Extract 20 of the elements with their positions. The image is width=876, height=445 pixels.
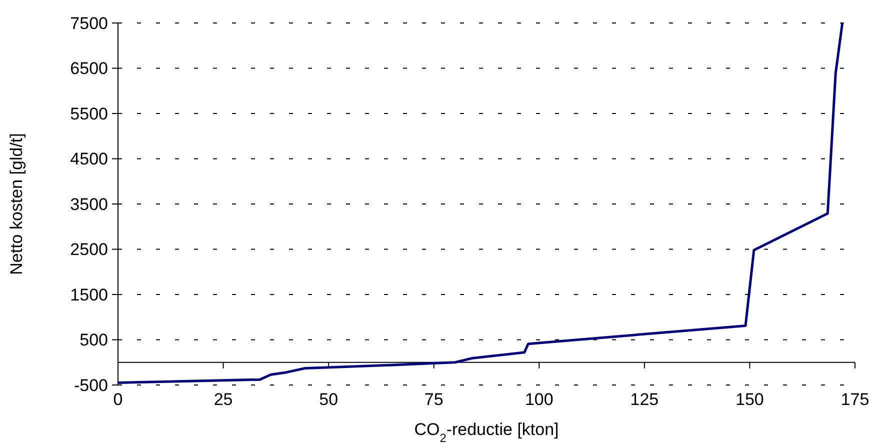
- y-tick-label: 500: [80, 330, 108, 350]
- y-tick-label: 7500: [70, 14, 108, 33]
- y-tick-label: 5500: [70, 104, 108, 124]
- x-tick-label: 150: [736, 390, 764, 409]
- x-tick-label: 75: [424, 390, 444, 409]
- x-tick-label: 0: [113, 390, 123, 409]
- x-tick-label: 25: [214, 390, 233, 409]
- y-tick-label: 3500: [70, 194, 108, 214]
- x-tick-label: 100: [524, 390, 554, 409]
- y-tick-label: -500: [74, 376, 108, 395]
- x-tick-label: 175: [840, 390, 870, 409]
- line-series: [116, 22, 844, 384]
- y-axis-title: Netto kosten [gld/t]: [7, 133, 26, 275]
- y-tick-label: 4500: [70, 150, 108, 169]
- x-tick-label: 125: [630, 390, 659, 409]
- x-tick-label: 50: [319, 390, 338, 409]
- y-tick-label: 1500: [70, 285, 108, 304]
- x-axis-title: CO$_{2}$-reductie [kton]: [414, 420, 559, 445]
- y-tick-label: 2500: [70, 240, 108, 260]
- y-tick-label: 6500: [70, 59, 108, 78]
